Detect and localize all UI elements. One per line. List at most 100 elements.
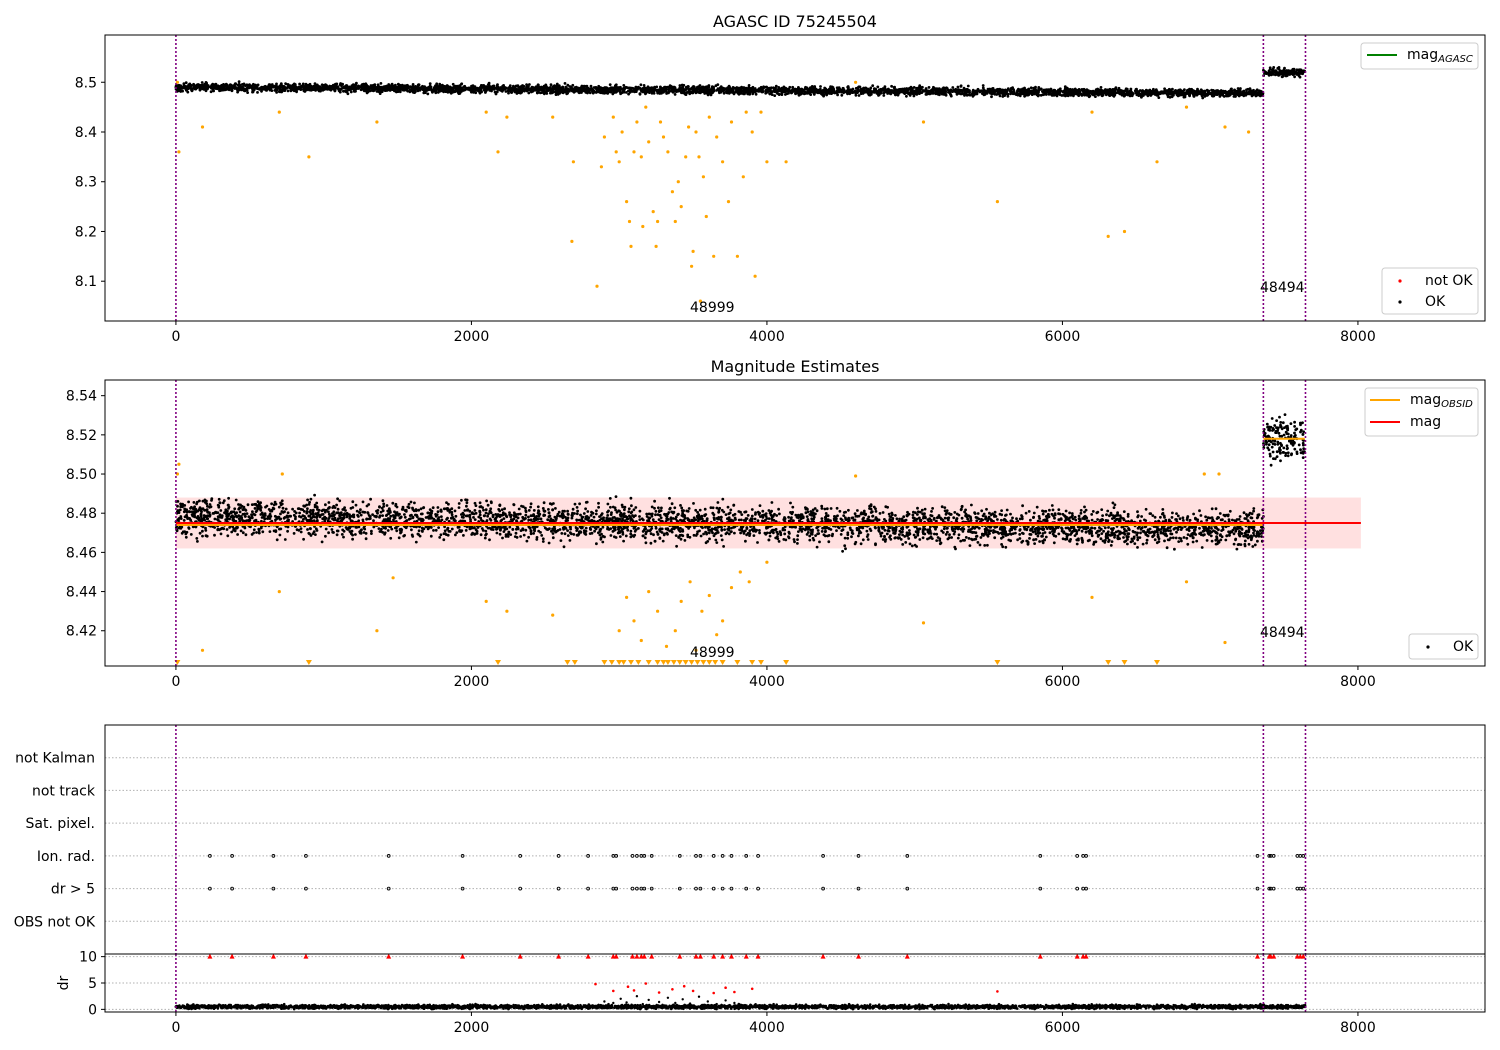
ok-point: [206, 84, 210, 87]
ok-point: [1083, 89, 1086, 93]
ok-point: [915, 90, 918, 94]
ok-point: [305, 88, 309, 92]
ok-point: [638, 518, 642, 521]
ok-point: [304, 85, 307, 89]
ok-point: [890, 84, 893, 88]
ok-point: [968, 93, 972, 97]
outlier-point: [721, 160, 725, 164]
ok-point: [181, 89, 185, 93]
outlier-point: [656, 219, 660, 224]
ok-point: [520, 89, 524, 93]
ok-point: [338, 90, 342, 94]
ok-point: [1159, 90, 1163, 94]
ok-point: [1159, 515, 1162, 519]
ok-point: [1005, 508, 1009, 512]
ok-point: [341, 82, 344, 86]
ok-point: [720, 88, 723, 92]
ok-point: [1244, 92, 1248, 95]
ok-point: [656, 88, 659, 92]
ok-point: [284, 507, 288, 511]
ok-point: [1144, 91, 1147, 95]
ok-point: [1025, 88, 1029, 92]
ok-point: [569, 88, 573, 91]
ok-point: [1258, 89, 1261, 93]
ok-point: [912, 510, 915, 514]
ok-point: [883, 528, 887, 532]
ok-point: [1012, 90, 1016, 93]
ok-point: [1021, 87, 1024, 91]
ok-point: [1184, 91, 1187, 95]
outlier-point: [635, 120, 639, 124]
ok-point: [1101, 93, 1105, 97]
ok-point: [859, 87, 863, 91]
ok-point: [1131, 92, 1135, 96]
top-annotation-48494: 48494: [1260, 280, 1305, 296]
ok-point: [1148, 90, 1152, 94]
ok-point: [564, 85, 568, 89]
ok-point: [487, 84, 491, 88]
outlier-point: [684, 155, 688, 159]
ok-point: [252, 82, 255, 86]
ok-point: [1271, 69, 1275, 73]
ok-point: [1227, 94, 1231, 98]
ok-point: [286, 89, 290, 93]
ok-point: [504, 90, 508, 93]
ok-point: [457, 506, 461, 509]
ok-point: [1110, 89, 1114, 93]
ok-point: [666, 85, 670, 89]
ok-point: [224, 88, 228, 91]
ok-point: [752, 534, 756, 537]
ok-point: [741, 92, 745, 96]
ok-point: [1181, 516, 1185, 520]
ok-point: [879, 534, 883, 538]
ok-point: [187, 85, 191, 89]
outlier-point: [658, 120, 663, 124]
ok-point: [868, 93, 872, 97]
y-tick-label: 8.4: [75, 125, 97, 141]
ok-point: [362, 87, 366, 91]
ok-point: [289, 514, 292, 518]
ok-point: [214, 86, 218, 90]
ok-point: [857, 85, 861, 89]
ok-point: [255, 531, 258, 534]
ok-point: [808, 91, 811, 95]
ok-point: [486, 514, 489, 518]
ok-point: [929, 89, 933, 92]
ok-point: [589, 84, 593, 88]
ok-point: [219, 84, 223, 88]
ok-point: [432, 87, 436, 91]
ok-point: [190, 84, 193, 87]
ok-point: [854, 93, 858, 97]
ok-point: [796, 91, 800, 95]
ok-point: [750, 514, 754, 518]
ok-point: [1212, 94, 1216, 98]
ok-point: [501, 536, 504, 540]
ok-point: [1108, 93, 1112, 97]
ok-point: [1176, 514, 1180, 518]
ok-point: [1200, 94, 1204, 98]
outlier-point: [765, 160, 769, 164]
ok-point: [886, 92, 889, 95]
ok-point: [1037, 87, 1041, 90]
ok-point: [819, 85, 822, 88]
y-tick-label: 8.2: [75, 224, 97, 240]
ok-point: [848, 89, 852, 93]
ok-point: [624, 91, 628, 94]
ok-point: [560, 90, 564, 94]
ok-point: [298, 82, 301, 86]
ok-point: [927, 86, 931, 89]
ok-point: [1000, 88, 1004, 92]
ok-point: [714, 84, 718, 88]
ok-point: [804, 92, 807, 95]
ok-point: [676, 88, 680, 92]
ok-point: [1214, 90, 1218, 94]
ok-point: [209, 90, 213, 94]
ok-point: [1058, 87, 1062, 91]
outlier-point: [784, 160, 788, 164]
ok-point: [997, 92, 1001, 96]
x-tick-label: 4000: [749, 329, 785, 345]
ok-point: [687, 85, 690, 89]
ok-point: [889, 92, 893, 96]
ok-point: [731, 91, 734, 94]
outlier-point: [570, 239, 574, 243]
